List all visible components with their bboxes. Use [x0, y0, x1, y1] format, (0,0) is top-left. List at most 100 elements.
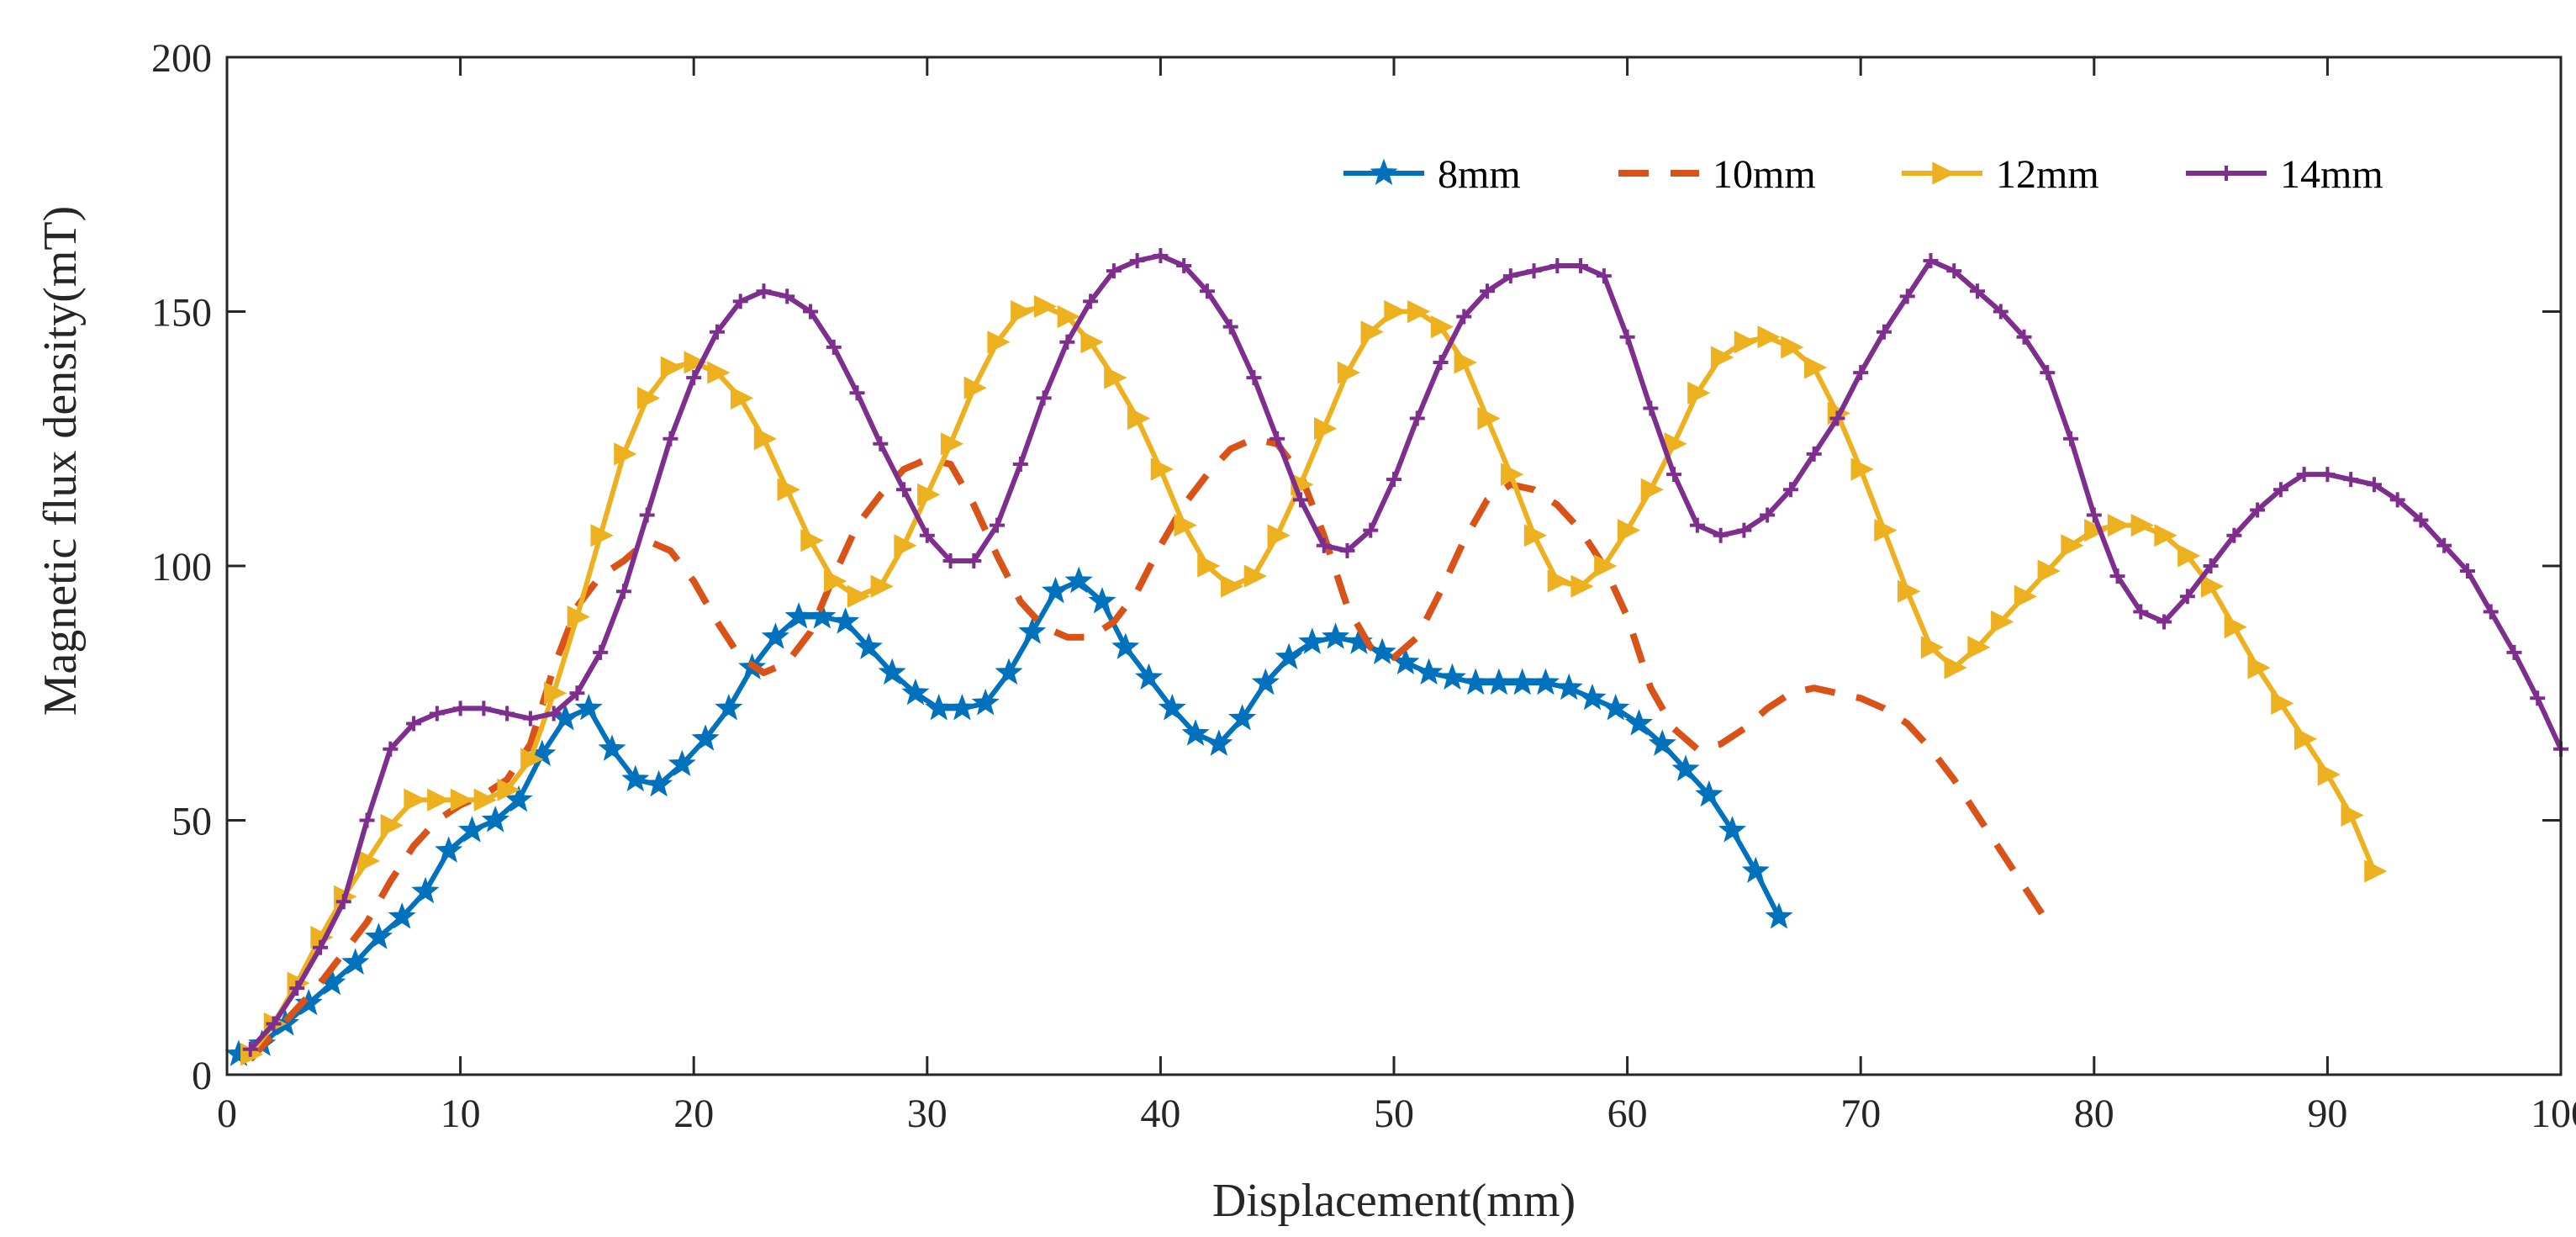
data-point-14mm [1782, 482, 1798, 498]
data-point-14mm [1923, 253, 1939, 268]
data-point-12mm [1803, 356, 1828, 379]
data-point-8mm [1624, 709, 1654, 736]
data-point-14mm [1339, 542, 1355, 558]
data-point-14mm [779, 288, 795, 304]
data-point-14mm [2506, 644, 2522, 660]
data-point-12mm [987, 330, 1011, 354]
y-tick-label: 0 [192, 1054, 212, 1098]
legend-marker [2219, 166, 2234, 181]
data-point-12mm [1898, 579, 1921, 603]
data-point-8mm [854, 632, 883, 659]
data-point-14mm [2459, 563, 2475, 579]
data-point-12mm [1594, 554, 1618, 578]
data-point-12mm [800, 529, 824, 552]
legend-label: 8mm [1438, 152, 1521, 197]
data-point-14mm [359, 812, 375, 828]
data-point-14mm [2040, 365, 2056, 381]
data-point-14mm [662, 431, 678, 447]
data-point-14mm [1643, 400, 1659, 416]
data-point-14mm [1619, 329, 1635, 345]
data-point-14mm [873, 436, 889, 452]
data-point-14mm [313, 939, 329, 955]
data-point-14mm [1036, 390, 1052, 406]
data-point-12mm [1220, 574, 1244, 598]
x-tick-label: 90 [2307, 1092, 2347, 1136]
data-point-14mm [1386, 472, 1401, 488]
data-point-14mm [2086, 507, 2102, 523]
data-point-14mm [1713, 527, 1729, 543]
data-point-12mm [2200, 574, 2225, 598]
data-point-14mm [1829, 410, 1845, 426]
data-point-14mm [1106, 263, 1122, 279]
data-point-12mm [1734, 330, 1757, 354]
data-point-14mm [2203, 558, 2219, 574]
data-point-14mm [1176, 258, 1192, 274]
data-point-12mm [2247, 656, 2271, 679]
data-point-14mm [849, 385, 865, 401]
data-point-14mm [2226, 527, 2242, 543]
data-point-12mm [660, 356, 684, 379]
data-point-12mm [567, 605, 590, 629]
data-point-14mm [1596, 268, 1612, 284]
data-point-12mm [824, 569, 847, 593]
data-point-12mm [940, 432, 964, 456]
data-point-14mm [2063, 431, 2079, 447]
data-point-12mm [1104, 366, 1127, 389]
data-point-14mm [2272, 482, 2288, 498]
data-point-14mm [1316, 537, 1332, 553]
data-point-8mm [971, 688, 1000, 716]
data-point-12mm [707, 361, 731, 384]
data-point-12mm [2271, 691, 2294, 715]
data-point-8mm [644, 769, 673, 797]
data-point-8mm [1251, 668, 1280, 695]
data-point-12mm [1874, 519, 1898, 542]
data-point-14mm [499, 706, 515, 722]
data-point-14mm [1433, 355, 1449, 370]
data-point-14mm [335, 894, 351, 910]
data-point-14mm [2483, 604, 2499, 620]
data-point-12mm [1360, 320, 1384, 344]
data-point-14mm [289, 981, 305, 996]
data-point-8mm [1508, 668, 1537, 695]
data-point-12mm [1944, 656, 1967, 679]
data-point-12mm [1501, 463, 1524, 486]
data-point-12mm [1570, 574, 1594, 598]
data-point-14mm [452, 700, 468, 716]
x-tick-label: 60 [1607, 1092, 1648, 1136]
data-point-14mm [826, 339, 842, 355]
data-point-14mm [1153, 247, 1169, 263]
data-point-8mm [761, 622, 789, 649]
data-point-8mm [948, 693, 977, 721]
legend-label: 14mm [2280, 152, 2383, 197]
x-tick-label: 40 [1140, 1092, 1180, 1136]
data-point-12mm [1150, 457, 1174, 481]
y-axis-title: Magnetic flux density(mT) [34, 206, 87, 716]
data-point-12mm [1384, 299, 1407, 324]
y-tick-label: 50 [172, 800, 212, 844]
data-point-12mm [1174, 513, 1197, 537]
data-point-12mm [1080, 330, 1104, 354]
data-point-12mm [1407, 299, 1431, 324]
data-point-12mm [2364, 859, 2388, 883]
data-point-14mm [1526, 263, 1542, 279]
data-point-8mm [574, 693, 603, 721]
x-tick-label: 50 [1374, 1092, 1414, 1136]
data-point-12mm [2037, 559, 2061, 583]
data-point-8mm [1718, 816, 1747, 843]
data-point-12mm [2014, 584, 2038, 608]
data-point-12mm [1337, 361, 1360, 384]
data-point-12mm [1547, 569, 1570, 593]
data-point-12mm [894, 534, 917, 558]
data-point-12mm [2107, 513, 2131, 537]
data-point-12mm [777, 478, 800, 501]
data-point-14mm [1666, 467, 1682, 483]
data-point-14mm [242, 1041, 258, 1057]
x-tick-label: 20 [673, 1092, 714, 1136]
series-layer [224, 247, 2568, 1066]
data-point-12mm [753, 427, 777, 451]
series-10mm [247, 435, 2051, 1062]
data-point-8mm [1671, 754, 1700, 782]
data-point-8mm [1461, 668, 1490, 695]
data-point-12mm [1477, 406, 1501, 431]
